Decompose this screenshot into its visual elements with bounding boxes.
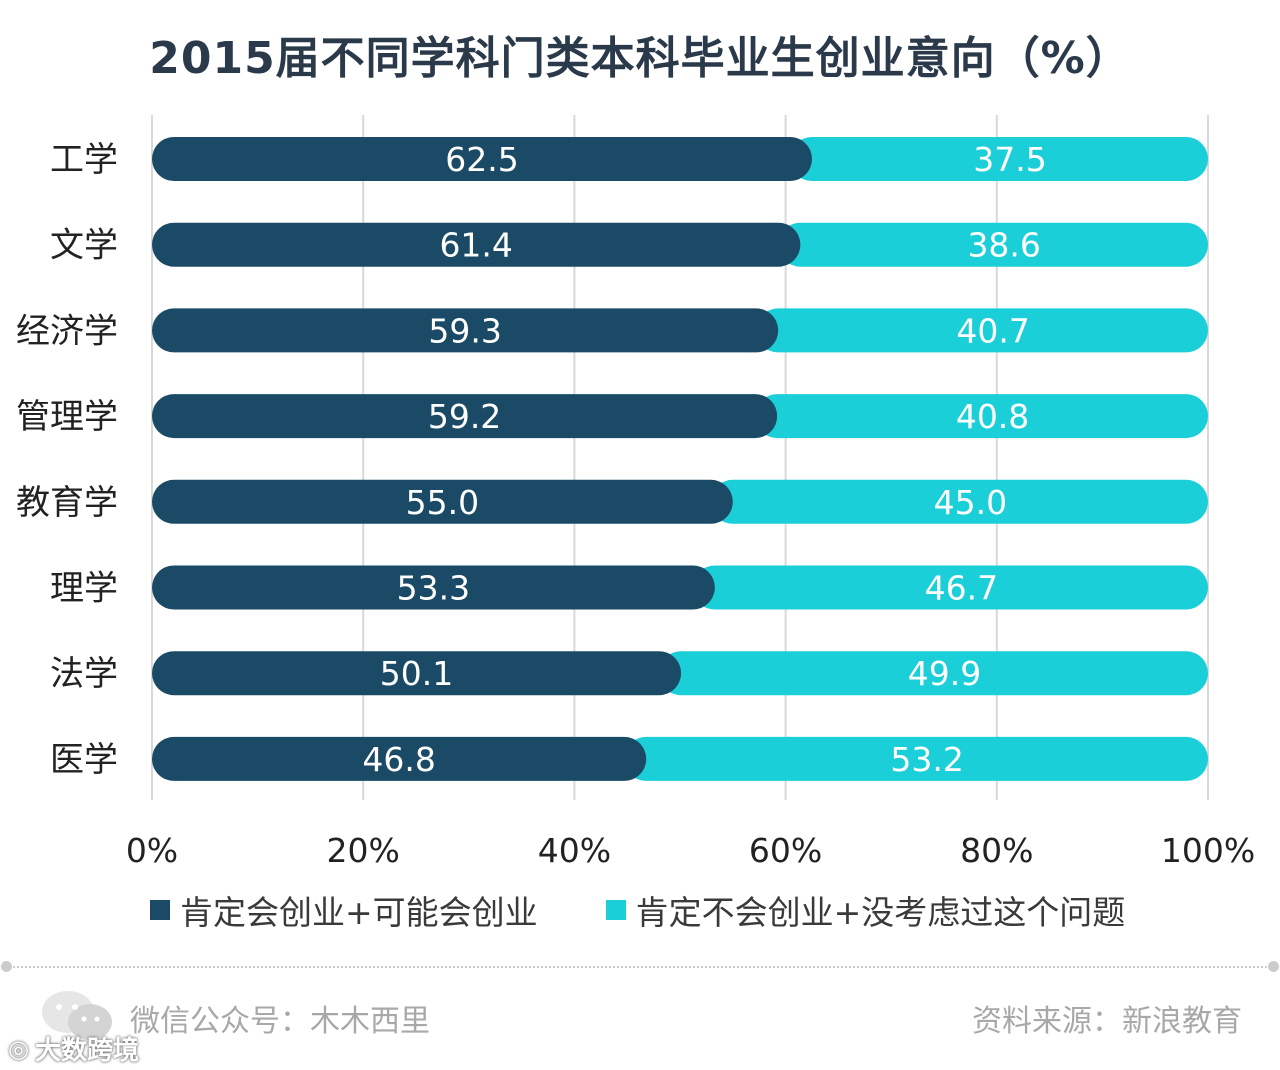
bar-segment-negative — [778, 222, 1208, 267]
divider-dot-left — [1, 961, 12, 972]
data-label-negative: 49.9 — [908, 654, 981, 693]
data-label-negative: 40.7 — [956, 311, 1029, 350]
legend-swatch-negative — [605, 900, 626, 920]
data-label-positive: 59.2 — [428, 397, 501, 436]
bar-segment-positive — [152, 565, 715, 610]
bar-segment-positive — [152, 394, 778, 439]
x-tick-label: 40% — [538, 831, 611, 870]
x-tick-label: 0% — [126, 831, 178, 870]
x-tick-label: 60% — [749, 831, 822, 870]
bar-segment-positive — [152, 651, 682, 696]
bar-segment-positive — [152, 222, 801, 267]
data-label-positive: 53.3 — [397, 569, 470, 608]
data-label-positive: 61.4 — [439, 226, 512, 265]
category-label: 管理学 — [16, 397, 118, 437]
bar-segment-negative — [692, 565, 1208, 610]
category-label: 工学 — [50, 140, 118, 180]
watermark: ◎ 大数跨境 — [8, 1030, 139, 1067]
watermark-text: 大数跨境 — [34, 1036, 139, 1066]
data-label-negative: 37.5 — [973, 140, 1046, 179]
legend: 肯定会创业+可能会创业 肯定不会创业+没考虑过这个问题 — [150, 886, 1193, 934]
category-label: 文学 — [50, 226, 118, 266]
watermark-logo-icon: ◎ — [8, 1034, 29, 1063]
category-label: 理学 — [50, 569, 118, 609]
data-label-negative: 45.0 — [934, 483, 1007, 522]
legend-item-positive: 肯定会创业+可能会创业 — [150, 886, 538, 934]
bar-segment-negative — [755, 394, 1208, 439]
bar-segment-negative — [790, 137, 1208, 181]
category-label: 医学 — [50, 740, 118, 780]
footer-divider — [6, 966, 1274, 968]
bar-segment-positive — [152, 137, 812, 181]
data-label-positive: 59.3 — [428, 311, 501, 350]
divider-dot-right — [1268, 961, 1279, 972]
data-label-positive: 46.8 — [362, 740, 435, 779]
data-label-negative: 46.7 — [925, 569, 998, 608]
x-tick-label: 20% — [327, 831, 400, 870]
legend-label-negative: 肯定不会创业+没考虑过这个问题 — [635, 893, 1126, 932]
data-label-positive: 62.5 — [445, 140, 518, 179]
x-tick-label: 100% — [1161, 831, 1255, 870]
category-label: 经济学 — [16, 311, 118, 351]
footer-source: 资料来源：新浪教育 — [972, 1004, 1242, 1039]
data-label-negative: 40.8 — [956, 397, 1029, 436]
legend-item-negative: 肯定不会创业+没考虑过这个问题 — [605, 886, 1126, 934]
bar-segment-positive — [152, 736, 647, 781]
data-label-negative: 53.2 — [890, 740, 963, 779]
bar-segment-negative — [756, 308, 1208, 353]
category-label: 教育学 — [16, 483, 118, 523]
bar-segment-positive — [152, 479, 733, 524]
legend-swatch-positive — [150, 900, 170, 920]
data-label-positive: 50.1 — [380, 654, 453, 693]
data-label-negative: 38.6 — [967, 226, 1040, 265]
x-tick-label: 80% — [960, 831, 1033, 870]
wechat-icon — [40, 988, 116, 1048]
bar-segment-negative — [659, 651, 1208, 696]
bar-segment-positive — [152, 308, 779, 353]
bar-chart: 0% 20% 40% 60% 80% 100% 工学 62.5 37.5 文学 61.4 38.6 经济… — [16, 115, 1255, 870]
category-label: 法学 — [50, 654, 118, 694]
bar-segment-negative — [624, 736, 1208, 781]
footer-wechat-account: 微信公众号：木木西里 — [130, 1004, 430, 1039]
data-label-positive: 55.0 — [406, 483, 479, 522]
bar-segment-negative — [710, 479, 1208, 524]
legend-label-positive: 肯定会创业+可能会创业 — [180, 893, 538, 932]
chart-title: 2015届不同学科门类本科毕业生创业意向（%） — [149, 33, 1131, 84]
